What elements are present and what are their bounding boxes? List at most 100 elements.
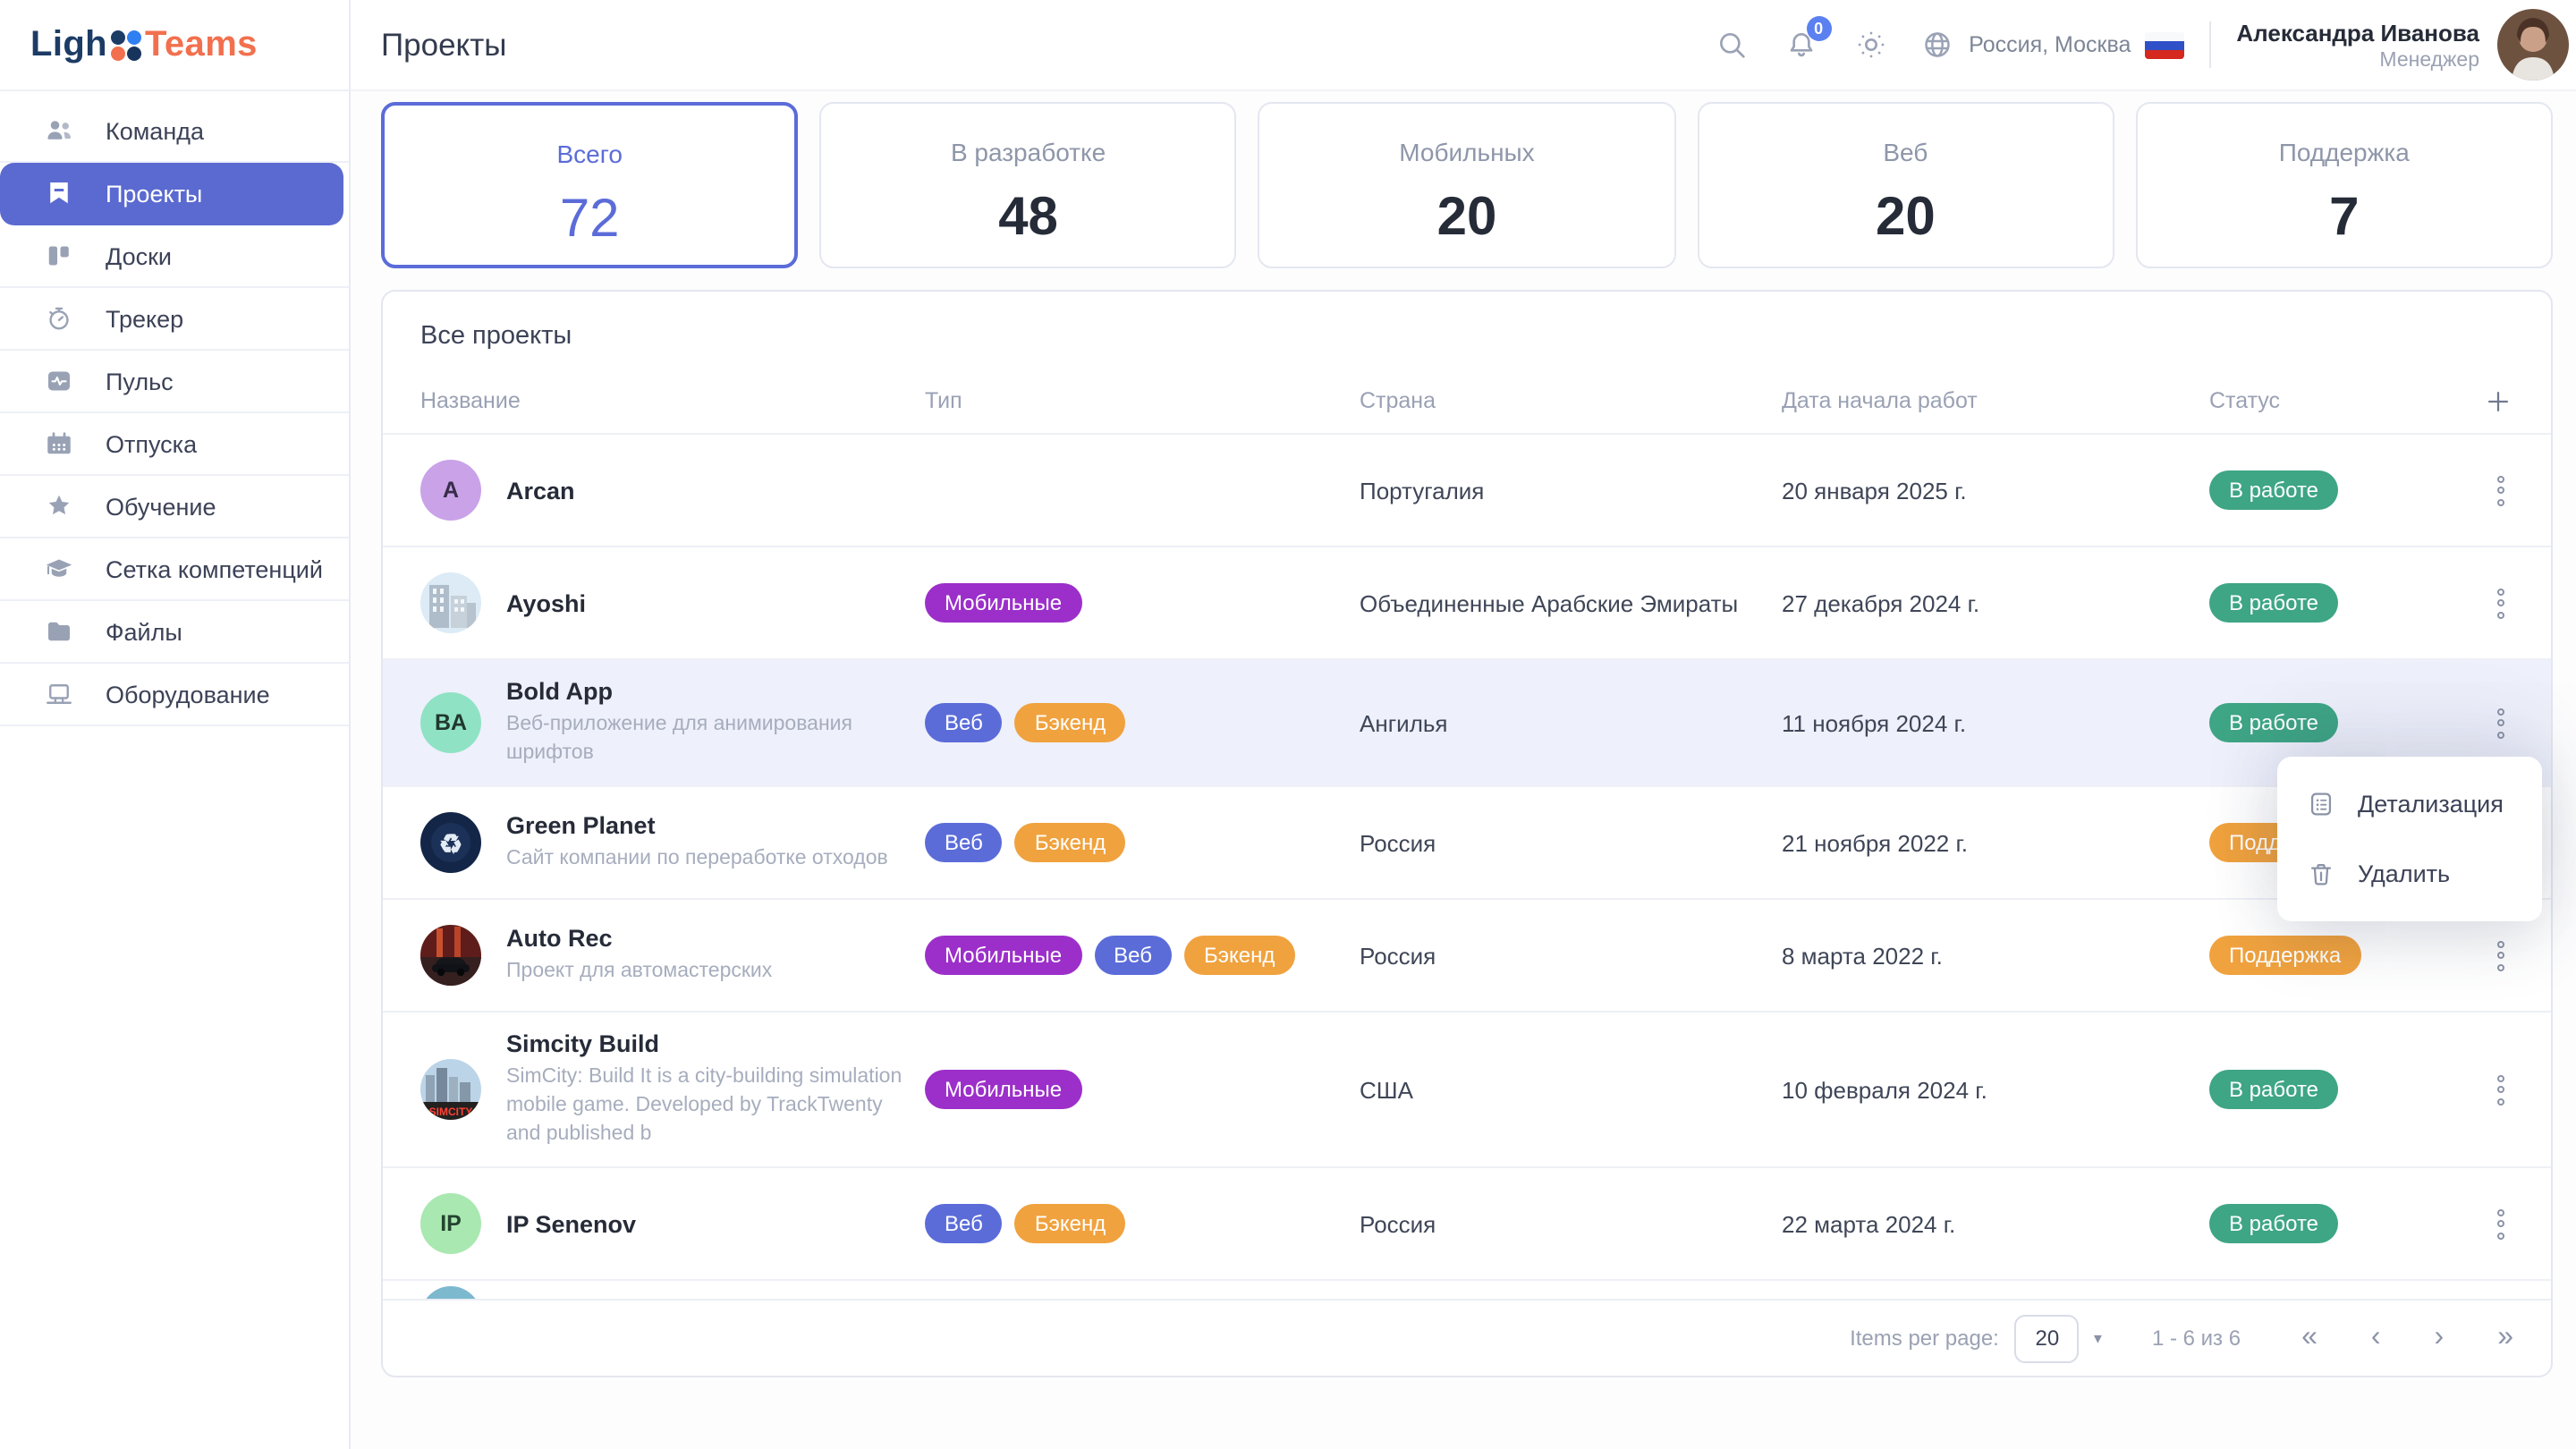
add-project-icon[interactable] [2483, 386, 2513, 416]
project-country: Россия [1360, 1210, 1436, 1238]
stat-card-mobile[interactable]: Мобильных 20 [1258, 102, 1676, 268]
stat-value: 48 [998, 188, 1058, 247]
sidebar-item-label: Доски [106, 242, 172, 269]
table-row[interactable]: BA Bold App Веб-приложение для анимировани… [383, 660, 2551, 788]
pulse-icon [43, 365, 75, 397]
project-country: Объединенные Арабские Эмираты [1360, 589, 1739, 616]
project-status-cell: Поддержка [2209, 936, 2478, 976]
table-row[interactable]: A Arcan Португалия 20 января 2025 г. В работ… [383, 435, 2551, 547]
project-country: Португалия [1360, 477, 1485, 504]
sidebar-item-competency[interactable]: Сетка компетенций [0, 538, 349, 601]
page-range: 1 - 6 из 6 [2151, 1326, 2241, 1352]
row-actions-kebab-icon[interactable] [2478, 467, 2524, 513]
location-selector[interactable]: Россия, Москва [1919, 27, 2185, 63]
project-start-date: 22 марта 2024 г. [1782, 1210, 1956, 1238]
russia-flag-icon [2145, 31, 2185, 58]
user-name: Александра Иванова [2236, 19, 2479, 46]
next-page-button[interactable]: › [2434, 1322, 2445, 1353]
select-dropdown-icon[interactable]: ▾ [2093, 1328, 2102, 1347]
projects-icon [43, 177, 75, 209]
stat-card-development[interactable]: В разработке 48 [819, 102, 1237, 268]
stat-value: 72 [559, 190, 620, 249]
content: Всего 72 В разработке 48 Мобильных 20 Веб 20 Под… [351, 91, 2576, 1449]
items-per-page-select[interactable]: 20 [2014, 1314, 2080, 1363]
sidebar-item-learning[interactable]: Обучение [0, 476, 349, 538]
type-tag: Бэкенд [1014, 823, 1126, 863]
project-status-cell: В работе [2209, 583, 2478, 623]
notifications-bell-icon[interactable]: 0 [1783, 16, 1832, 63]
stat-label: В разработке [950, 138, 1106, 166]
row-actions-kebab-icon[interactable] [2478, 1201, 2524, 1248]
table-row[interactable]: Ayoshi Мобильные Объединенные Арабские Эми… [383, 547, 2551, 660]
avatar: BA [420, 692, 481, 754]
first-page-button[interactable]: « [2301, 1322, 2318, 1353]
sidebar-item-label: Проекты [106, 180, 203, 207]
project-name-cell: IP IP Senenov [420, 1176, 925, 1273]
svg-text:♻: ♻ [439, 830, 463, 860]
stat-card-total[interactable]: Всего 72 [381, 102, 799, 268]
type-tag: Веб [925, 1204, 1003, 1244]
project-name-cell: BA Bold App Веб-приложение для анимировани… [420, 660, 925, 785]
status-badge: В работе [2209, 470, 2339, 510]
type-tag: Бэкенд [1183, 936, 1295, 976]
row-actions-kebab-icon[interactable] [2478, 580, 2524, 626]
previous-page-button[interactable]: ‹ [2370, 1322, 2381, 1353]
type-tag: Мобильные [925, 583, 1082, 623]
project-start-date: 21 ноября 2022 г. [1782, 829, 1968, 857]
stat-value: 7 [2329, 188, 2360, 247]
sidebar-item-tracker[interactable]: Трекер [0, 288, 349, 351]
project-name-block: Simcity Build SimCity: Build It is a city… [506, 1030, 914, 1149]
row-actions-kebab-icon[interactable] [2478, 699, 2524, 746]
theme-sun-icon[interactable] [1852, 27, 1888, 63]
sidebar-item-files[interactable]: Файлы [0, 601, 349, 664]
sidebar-item-team[interactable]: Команда [0, 100, 349, 163]
project-type-tags: Мобильные [925, 583, 1360, 623]
main-column: Проекты 0 Россия, Москва [351, 0, 2576, 1449]
project-start-date: 11 ноября 2024 г. [1782, 709, 1967, 737]
context-menu-label: Детализация [2358, 791, 2504, 818]
vacations-icon [43, 428, 75, 460]
projects-table-card: Все проекты Название Тип Страна Дата начала… [381, 290, 2553, 1378]
project-name-cell: A Arcan [420, 442, 925, 538]
last-page-button[interactable]: » [2497, 1322, 2513, 1353]
sidebar-item-projects[interactable]: Проекты [0, 163, 343, 225]
sidebar-item-label: Команда [106, 117, 205, 144]
sidebar-item-vacations[interactable]: Отпуска [0, 413, 349, 476]
project-name: Bold App [506, 678, 613, 705]
simcity-logo: SIMCITY [420, 1059, 481, 1121]
project-status-cell: В работе [2209, 1070, 2478, 1110]
user-menu[interactable]: Александра Иванова Менеджер [2236, 9, 2569, 80]
context-menu-item-delete[interactable]: Удалить [2277, 839, 2542, 909]
sidebar-item-equipment[interactable]: Оборудование [0, 664, 349, 726]
brand-dots-icon [111, 30, 142, 60]
user-avatar[interactable] [2497, 9, 2569, 80]
table-row[interactable]: SIMCITY Simcity Build SimCity: Build It is… [383, 1013, 2551, 1169]
column-header-3: Страна [1360, 388, 1436, 413]
table-row[interactable]: ♻ Green Planet Сайт компании по переработк… [383, 787, 2551, 901]
table-row[interactable]: Auto Rec Проект для автомастерских Мобильн… [383, 900, 2551, 1013]
project-name-cell: Auto Rec Проект для автомастерских [420, 907, 925, 1004]
table-row[interactable]: IP IP Senenov Веб Бэкенд Россия 22 марта 2024… [383, 1169, 2551, 1282]
search-icon[interactable] [1713, 27, 1749, 63]
type-tag: Мобильные [925, 936, 1082, 976]
project-name-block: Ayoshi [506, 589, 586, 616]
column-header-4: Дата начала работ [1782, 388, 1978, 413]
stat-card-web[interactable]: Веб 20 [1697, 102, 2114, 268]
project-name-cell: SIMCITY Simcity Build SimCity: Build It is… [420, 1013, 925, 1167]
column-header-1: Название [420, 388, 521, 413]
project-subtitle: Проект для автомастерских [506, 961, 773, 983]
sidebar-item-pulse[interactable]: Пульс [0, 351, 349, 413]
context-menu-item-details[interactable]: Детализация [2277, 769, 2542, 839]
sidebar-item-boards[interactable]: Доски [0, 225, 349, 288]
project-start-date: 8 марта 2022 г. [1782, 942, 1943, 970]
brand-part2: Teams [145, 24, 258, 64]
project-country: Россия [1360, 942, 1436, 970]
table-row-partial[interactable] [383, 1282, 2551, 1300]
row-actions-kebab-icon[interactable] [2478, 932, 2524, 979]
stat-value: 20 [1436, 188, 1497, 247]
row-actions-kebab-icon[interactable] [2478, 1067, 2524, 1114]
brand-logo[interactable]: Ligh Teams [0, 0, 349, 91]
project-start-date: 27 декабря 2024 г. [1782, 589, 1980, 616]
stat-card-support[interactable]: Поддержка 7 [2135, 102, 2553, 268]
trash-icon [2306, 859, 2336, 889]
